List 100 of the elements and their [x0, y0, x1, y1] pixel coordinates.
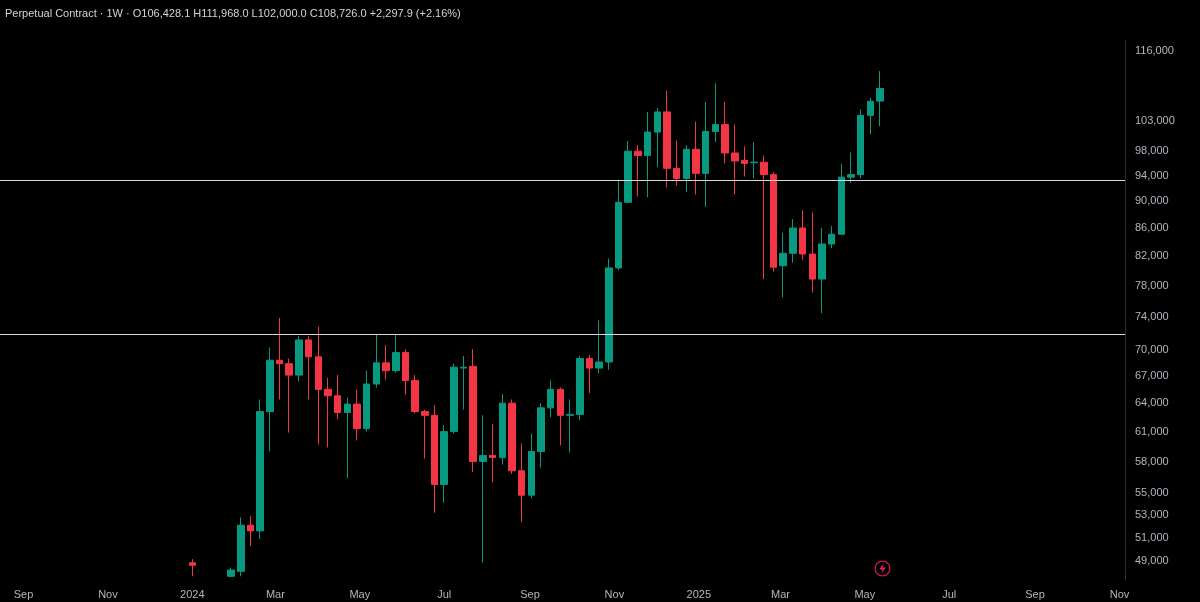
candlestick	[421, 409, 429, 459]
candlestick	[305, 335, 312, 400]
candlestick	[295, 335, 303, 382]
y-tick-label: 70,000	[1135, 343, 1169, 356]
candlestick	[770, 171, 777, 273]
y-tick-label: 116,000	[1135, 44, 1174, 57]
y-tick-label: 53,000	[1135, 507, 1169, 520]
y-tick-label: 90,000	[1135, 194, 1169, 207]
candlestick	[741, 145, 748, 178]
x-tick-label: 2024	[180, 587, 205, 600]
candlestick	[692, 121, 700, 195]
candlestick	[828, 225, 835, 249]
candlestick	[247, 515, 254, 547]
candlestick	[779, 232, 787, 298]
candlestick	[576, 355, 584, 421]
candlestick	[857, 108, 864, 179]
candlestick	[760, 154, 768, 280]
candlestick	[799, 209, 806, 261]
y-tick-label: 98,000	[1135, 143, 1169, 156]
y-tick-label: 55,000	[1135, 485, 1169, 498]
x-tick-label: Nov	[98, 587, 119, 600]
candlestick	[624, 140, 632, 204]
y-tick-label: 61,000	[1135, 424, 1169, 437]
candlestick	[566, 398, 574, 453]
candlestick	[838, 163, 845, 236]
candlestick	[285, 358, 293, 434]
candlestick	[702, 101, 709, 208]
candlestick	[392, 334, 400, 373]
x-tick-label: Jul	[942, 587, 957, 600]
x-tick-label: Nov	[1109, 587, 1130, 600]
candlestick	[712, 82, 719, 143]
candlestick	[276, 317, 283, 400]
x-tick-label: 2025	[686, 587, 712, 600]
candlestick	[876, 70, 884, 127]
candlestick	[867, 97, 874, 135]
y-tick-label: 86,000	[1135, 221, 1169, 234]
candlestick	[721, 101, 729, 164]
candlestick	[528, 433, 535, 499]
candlestick	[499, 393, 506, 466]
candlestick	[663, 90, 671, 188]
candlestick	[547, 379, 554, 418]
candlestick	[489, 423, 496, 483]
candlestick	[818, 227, 826, 314]
candlestick	[256, 398, 264, 540]
candlestick	[334, 374, 341, 420]
candlestick	[615, 179, 622, 271]
candlestick	[750, 141, 758, 179]
y-tick-label: 78,000	[1135, 279, 1169, 292]
candlestick	[315, 326, 322, 445]
candlestick	[586, 354, 593, 394]
x-tick-label: Sep	[1025, 587, 1045, 600]
candlestick	[557, 387, 564, 446]
candlestick	[731, 124, 739, 195]
candlestick	[644, 111, 651, 198]
candlestick	[353, 388, 361, 441]
candlestick	[382, 344, 390, 381]
candlestick	[402, 348, 409, 396]
y-tick-label: 51,000	[1135, 530, 1169, 543]
x-tick-label: Mar	[770, 587, 791, 600]
candlestick	[789, 218, 797, 264]
candlestick	[654, 107, 661, 168]
candlestick	[431, 404, 438, 514]
candlestick	[266, 346, 274, 452]
candlestick	[411, 374, 419, 414]
candlestick	[469, 348, 477, 473]
candlestick	[479, 414, 487, 564]
x-tick-label: May	[854, 587, 876, 600]
candlestick	[847, 151, 855, 184]
y-tick-label: 58,000	[1135, 454, 1169, 467]
y-tick-label: 64,000	[1135, 396, 1169, 409]
candlestick	[363, 370, 370, 433]
candlestick	[237, 516, 245, 577]
candlestick	[595, 319, 603, 374]
candlestick	[460, 355, 467, 411]
candlestick	[634, 144, 642, 197]
candlestick	[324, 377, 332, 448]
candlestick	[683, 144, 690, 193]
candlestick	[344, 397, 351, 479]
candlestick	[450, 363, 458, 435]
candlestick	[440, 424, 448, 504]
x-tick-label: May	[349, 587, 371, 600]
y-tick-label: 103,000	[1135, 114, 1175, 127]
y-tick-label: 74,000	[1135, 310, 1169, 323]
candlestick	[673, 139, 680, 186]
y-tick-label: 49,000	[1135, 554, 1169, 567]
candlestick	[518, 442, 525, 523]
candlestick	[537, 402, 545, 469]
x-tick-label: Nov	[604, 587, 625, 600]
y-tick-label: 82,000	[1135, 249, 1169, 262]
candlestick	[809, 211, 816, 294]
x-tick-label: Sep	[520, 587, 540, 600]
y-tick-label: 67,000	[1135, 369, 1169, 382]
x-tick-label: Sep	[13, 587, 34, 600]
candlestick	[508, 398, 516, 475]
candlestick	[227, 567, 235, 579]
candlestick	[373, 333, 380, 389]
candlestick	[605, 257, 613, 371]
chart-title: Perpetual Contract · 1W · O106,428.1 H111,968.0 L102,000.0 C108,726.0 +2,297.9 (+2.16%)	[5, 6, 461, 19]
x-tick-label: Jul	[437, 587, 452, 600]
x-tick-label: Mar	[265, 587, 286, 600]
